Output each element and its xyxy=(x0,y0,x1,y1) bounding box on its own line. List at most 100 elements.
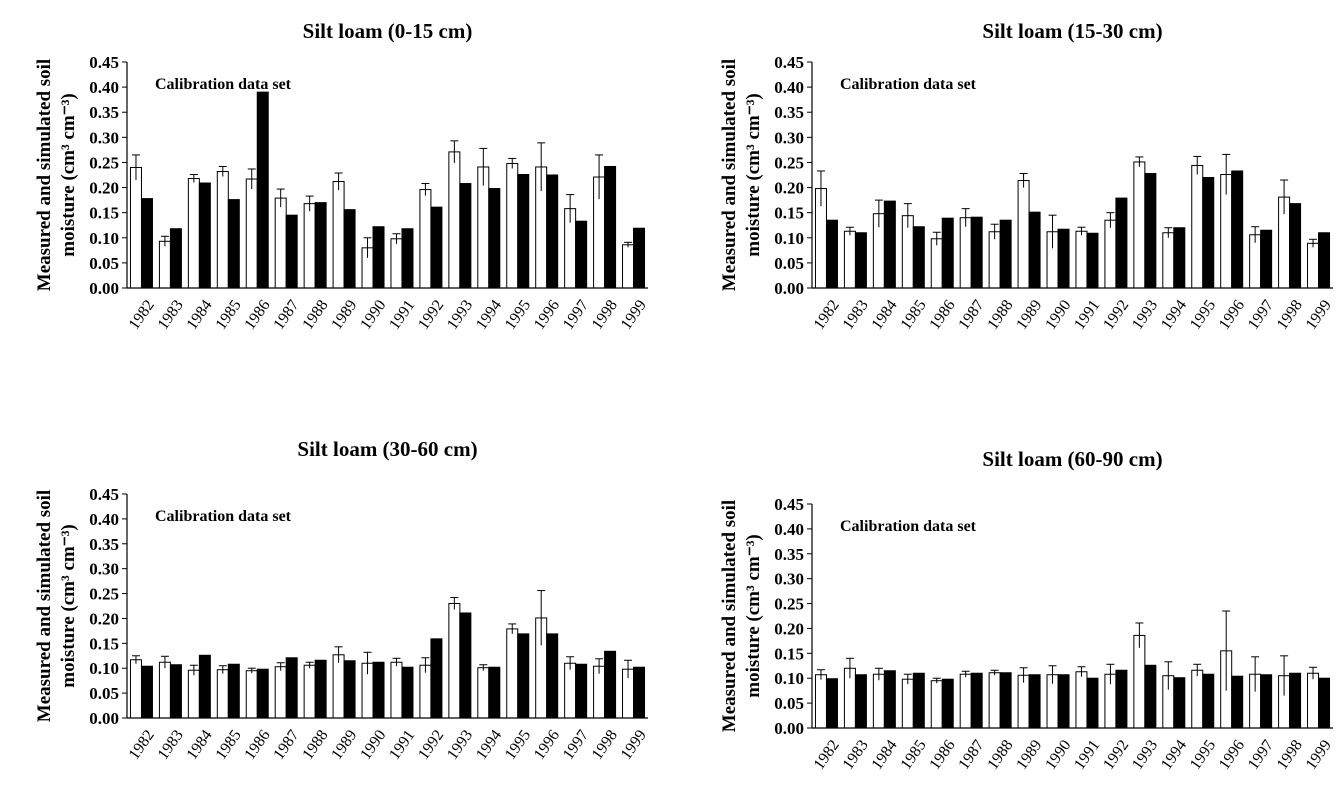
x-tick-label: 1999 xyxy=(1303,737,1335,773)
x-tick-label: 1997 xyxy=(1245,737,1277,773)
simulated-bar xyxy=(517,173,530,289)
y-tick-label: 0.15 xyxy=(89,634,119,653)
simulated-bar xyxy=(488,188,501,289)
simulated-bar xyxy=(883,670,896,729)
simulated-bar xyxy=(343,660,356,719)
x-tick-label: 1994 xyxy=(473,727,505,763)
x-tick-label: 1989 xyxy=(1013,737,1045,773)
y-tick-label: 0.00 xyxy=(774,279,804,298)
x-tick-label: 1986 xyxy=(926,737,958,773)
x-tick-label: 1998 xyxy=(1274,737,1306,773)
x-tick-label: 1999 xyxy=(1303,297,1335,333)
simulated-bar xyxy=(825,678,838,729)
chart-title: Silt loam (60-90 cm) xyxy=(982,447,1162,471)
y-tick-label: 0.30 xyxy=(774,128,804,147)
x-tick-label: 1985 xyxy=(212,727,244,763)
chart-panel-1: Silt loam (0-15 cm) Measured and simulate… xyxy=(34,19,650,333)
measured-bar xyxy=(1307,242,1320,289)
x-tick-label: 1986 xyxy=(241,727,273,763)
y-tick-label: 0.15 xyxy=(774,204,804,223)
simulated-bar xyxy=(1028,674,1041,729)
y-tick-label: 0.45 xyxy=(774,495,804,514)
measured-bar xyxy=(158,240,171,289)
simulated-bar xyxy=(314,202,327,289)
simulated-bar xyxy=(1318,232,1331,289)
measured-bar xyxy=(448,151,461,289)
simulated-bar xyxy=(430,638,443,719)
measured-bar xyxy=(1017,674,1030,729)
x-tick-label: 1988 xyxy=(299,297,331,333)
simulated-bar xyxy=(854,232,867,289)
simulated-bar xyxy=(198,182,211,289)
x-tick-label: 1985 xyxy=(212,297,244,333)
y-tick-label: 0.05 xyxy=(89,254,119,273)
simulated-bar xyxy=(401,666,414,719)
x-tick-label: 1996 xyxy=(531,297,563,333)
y-tick-label: 0.25 xyxy=(89,585,119,604)
measured-bar xyxy=(988,672,1001,729)
simulated-bar xyxy=(372,226,385,289)
measured-bar xyxy=(843,230,856,289)
measured-bar xyxy=(1191,669,1204,729)
simulated-bar xyxy=(1289,672,1302,729)
y-tick-label: 0.40 xyxy=(774,78,804,97)
x-tick-label: 1990 xyxy=(1042,297,1074,333)
measured-bar xyxy=(216,170,229,289)
x-tick-label: 1989 xyxy=(1013,297,1045,333)
measured-bar xyxy=(1104,219,1117,289)
measured-bar xyxy=(390,238,403,289)
simulated-bar xyxy=(140,665,153,719)
measured-bar xyxy=(332,181,345,289)
x-tick-label: 1994 xyxy=(1158,737,1190,773)
simulated-bar xyxy=(1173,227,1186,289)
measured-bar xyxy=(564,662,577,719)
simulated-bar xyxy=(169,664,182,719)
measured-bar xyxy=(901,678,914,729)
measured-bar xyxy=(930,238,943,289)
simulated-bar xyxy=(285,657,298,719)
x-tick-label: 1998 xyxy=(589,727,621,763)
x-tick-label: 1996 xyxy=(531,727,563,763)
y-tick-label: 0.05 xyxy=(774,694,804,713)
simulated-bar xyxy=(575,220,588,289)
measured-bar xyxy=(1133,161,1146,289)
y-axis-label-line1: Measured and simulated soil xyxy=(719,500,740,732)
measured-bar xyxy=(872,673,885,729)
x-tick-label: 1991 xyxy=(386,727,418,763)
x-tick-label: 1987 xyxy=(270,297,302,333)
y-tick-label: 0.15 xyxy=(774,644,804,663)
simulated-bar xyxy=(459,183,472,289)
annotation-label: Calibration data set xyxy=(155,508,292,525)
measured-bar xyxy=(303,203,316,289)
measured-bar xyxy=(448,603,461,719)
y-tick-label: 0.25 xyxy=(89,153,119,172)
simulated-bar xyxy=(941,217,954,289)
simulated-bar xyxy=(1144,664,1157,729)
x-tick-label: 1993 xyxy=(444,727,476,763)
simulated-bar xyxy=(227,199,240,289)
simulated-bar xyxy=(1231,675,1244,729)
x-tick-label: 1990 xyxy=(357,297,389,333)
y-axis-label-line2: moisture (cm³ cm⁻³) xyxy=(743,534,764,698)
x-tick-label: 1982 xyxy=(126,297,158,333)
x-tick-label: 1991 xyxy=(1071,297,1103,333)
x-tick-label: 1984 xyxy=(184,727,216,763)
y-axis-label-line2: moisture (cm³ cm⁻³) xyxy=(58,93,79,257)
measured-bar xyxy=(158,661,171,719)
annotation-label: Calibration data set xyxy=(840,518,977,535)
x-tick-label: 1984 xyxy=(184,297,216,333)
measured-bar xyxy=(1075,230,1088,289)
simulated-bar xyxy=(517,633,530,719)
x-tick-label: 1988 xyxy=(984,297,1016,333)
y-tick-label: 0.10 xyxy=(774,669,804,688)
chart-title: Silt loam (30-60 cm) xyxy=(297,437,477,461)
x-tick-label: 1987 xyxy=(955,737,987,773)
simulated-bar xyxy=(546,633,559,719)
y-axis-label-line1: Measured and simulated soil xyxy=(719,59,740,291)
measured-bar xyxy=(1075,671,1088,729)
y-tick-label: 0.20 xyxy=(774,179,804,198)
y-tick-label: 0.15 xyxy=(89,204,119,223)
x-tick-label: 1982 xyxy=(811,737,843,773)
y-axis-label: Measured and simulated soil moisture (cm³… xyxy=(34,59,79,291)
simulated-bar xyxy=(488,666,501,719)
